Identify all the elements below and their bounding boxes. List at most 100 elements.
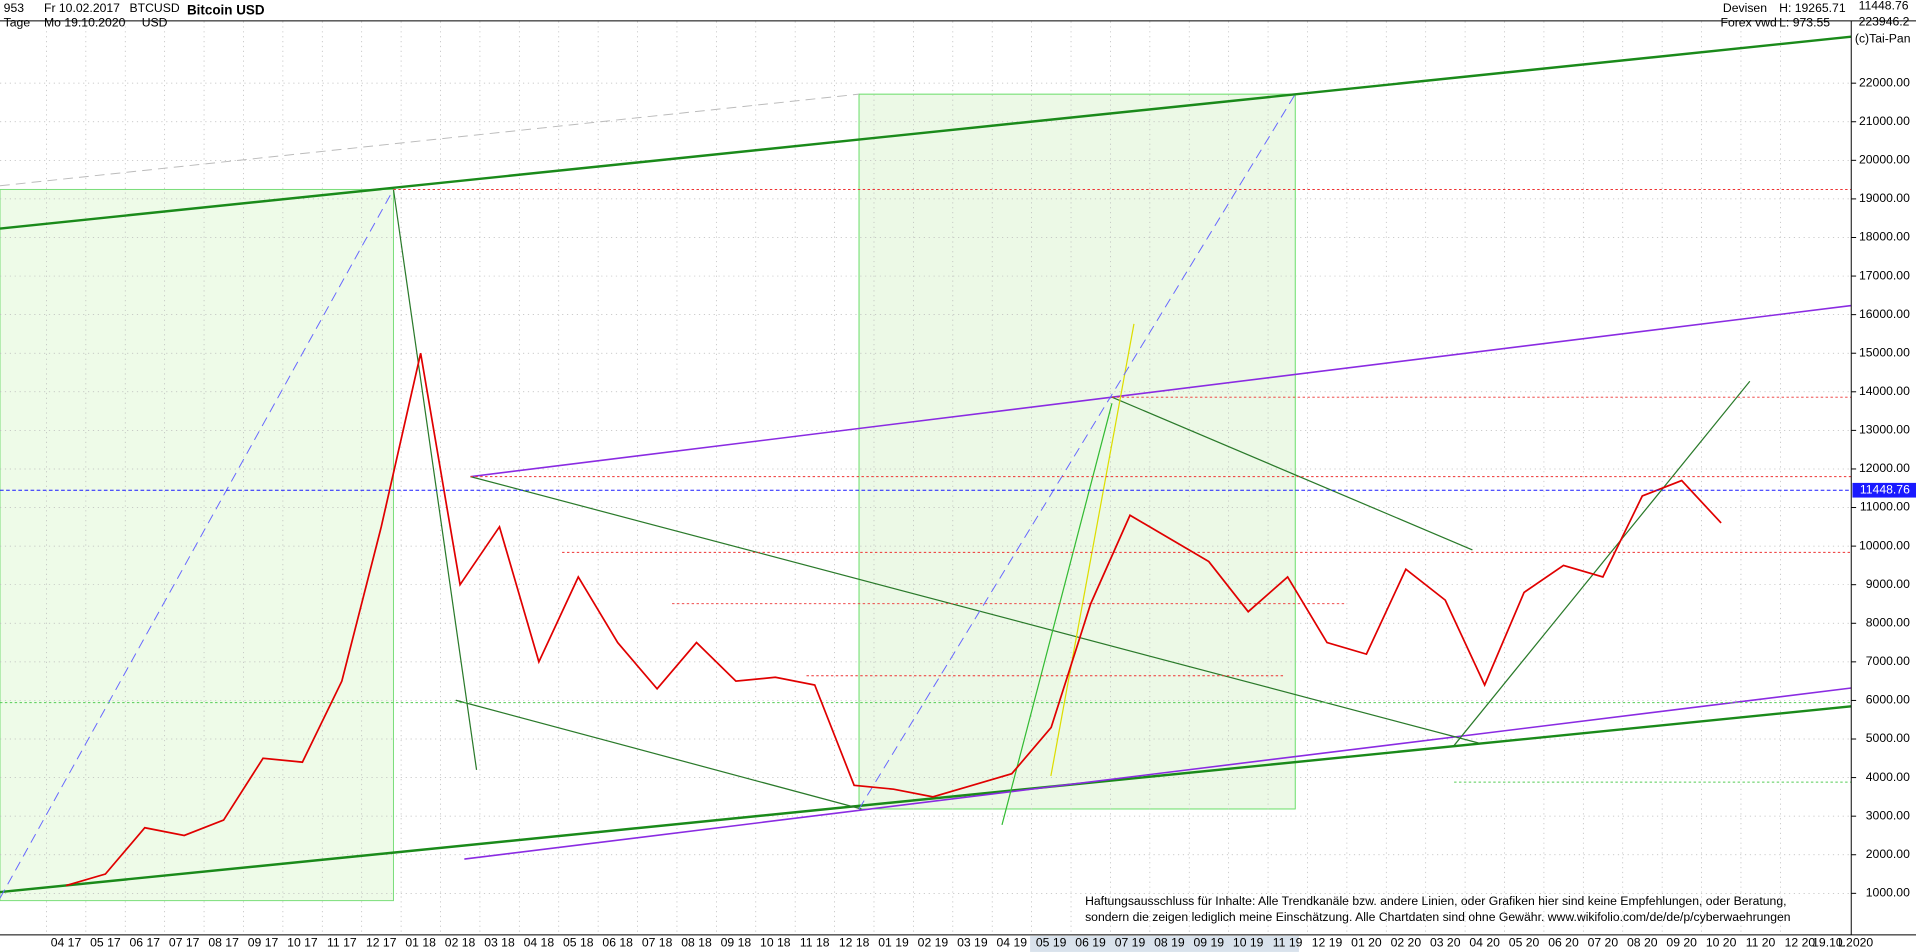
end-date: 19.10.2020 (1812, 936, 1873, 950)
x-tick-label: 11 20 (1746, 936, 1776, 950)
x-tick-label: 10 17 (287, 936, 318, 950)
x-tick-label: 12 19 (1312, 936, 1343, 950)
disclaimer: sondern die zeigen lediglich meine Einsc… (1085, 910, 1791, 924)
x-tick-label: 09 17 (248, 936, 279, 950)
y-tick-label: 17000.00 (1859, 268, 1910, 282)
trendline (1453, 380, 1751, 746)
trendline (0, 35, 1852, 230)
chart-title: Bitcoin USD (187, 3, 265, 18)
y-tick-label: 11000.00 (1860, 500, 1910, 514)
x-tick-label: 08 20 (1627, 936, 1658, 950)
source: Forex vwd (1720, 15, 1776, 29)
y-tick-label: 20000.00 (1859, 153, 1910, 167)
x-tick-label: 08 19 (1154, 936, 1185, 950)
trendline (464, 687, 1852, 860)
market: Devisen (1723, 1, 1767, 15)
count[interactable]: 953 (4, 1, 25, 15)
y-tick-label: 19000.00 (1859, 191, 1910, 205)
x-tick-label: 04 20 (1469, 936, 1500, 950)
x-tick-label: 04 19 (996, 936, 1027, 950)
y-tick-label: 14000.00 (1859, 384, 1910, 398)
low: L: 973.55 (1779, 15, 1830, 29)
x-tick-label: 04 18 (524, 936, 555, 950)
x-tick-label: 01 20 (1351, 936, 1382, 950)
price-line (65, 353, 1722, 887)
trendline (1111, 396, 1473, 551)
x-tick-label: 12 20 (1785, 936, 1816, 950)
x-tick-label: 05 18 (563, 936, 594, 950)
trendline (392, 189, 478, 770)
x-tick-label: 02 19 (918, 936, 949, 950)
y-tick-label: 5000.00 (1866, 731, 1910, 745)
trendline (470, 304, 1852, 478)
x-tick-label: 10 20 (1706, 936, 1737, 950)
y-tick-label: 13000.00 (1859, 423, 1910, 437)
x-tick-label: 04 17 (51, 936, 82, 950)
volume: 223946.2 (1859, 14, 1910, 28)
trendline (0, 189, 394, 899)
trendline (0, 705, 1852, 894)
trendline (1050, 323, 1135, 777)
scale-type[interactable]: L (1838, 936, 1845, 950)
x-tick-label: 11 19 (1273, 936, 1303, 950)
to-date: Mo 19.10.2020 (44, 15, 126, 29)
current-price-label: 11448.76 (1860, 482, 1910, 496)
date-highlight (1030, 936, 1299, 952)
last-price: 11448.76 (1859, 0, 1909, 12)
y-tick-label: 3000.00 (1866, 808, 1910, 822)
y-tick-label: 7000.00 (1866, 654, 1910, 668)
y-tick-label: 15000.00 (1859, 345, 1910, 359)
trendline (858, 93, 1296, 810)
x-tick-label: 06 19 (1075, 936, 1106, 950)
y-tick-label: 10000.00 (1859, 538, 1910, 552)
y-tick-label: 1000.00 (1866, 886, 1910, 900)
x-tick-label: 09 18 (721, 936, 752, 950)
trendline (470, 476, 1479, 744)
x-tick-label: 09 19 (1194, 936, 1225, 950)
y-tick-label: 8000.00 (1866, 615, 1910, 629)
x-tick-label: 06 20 (1548, 936, 1579, 950)
y-tick-label: 4000.00 (1866, 770, 1910, 784)
x-tick-label: 01 18 (405, 936, 436, 950)
copyright: (c)Tai-Pan (1855, 31, 1911, 45)
x-tick-label: 01 19 (878, 936, 909, 950)
y-tick-label: 2000.00 (1866, 847, 1910, 861)
x-tick-label: 05 20 (1509, 936, 1540, 950)
x-tick-label: 07 20 (1588, 936, 1619, 950)
trendline (1001, 403, 1113, 826)
from-date: Fr 10.02.2017 (44, 1, 120, 15)
x-tick-label: 07 18 (642, 936, 673, 950)
y-tick-label: 9000.00 (1866, 577, 1910, 591)
range-unit[interactable]: Tage (4, 15, 31, 29)
currency: USD (142, 15, 168, 29)
x-tick-label: 06 17 (130, 936, 161, 950)
x-tick-label: 03 19 (957, 936, 988, 950)
symbol: BTCUSD (130, 1, 180, 15)
x-tick-label: 03 20 (1430, 936, 1461, 950)
y-tick-label: 6000.00 (1866, 693, 1910, 707)
x-tick-label: 09 20 (1666, 936, 1697, 950)
trendline (0, 93, 860, 187)
y-tick-label: 16000.00 (1859, 307, 1910, 321)
x-tick-label: 10 19 (1233, 936, 1264, 950)
x-tick-label: 05 19 (1036, 936, 1067, 950)
x-tick-label: 03 18 (484, 936, 515, 950)
trendline (455, 699, 862, 810)
x-tick-label: 07 17 (169, 936, 200, 950)
y-tick-label: 22000.00 (1859, 75, 1910, 89)
trendlines (0, 35, 1852, 899)
y-tick-label: 21000.00 (1859, 114, 1910, 128)
x-tick-label: 11 17 (327, 936, 357, 950)
x-tick-label: 12 17 (366, 936, 397, 950)
x-tick-label: 05 17 (90, 936, 121, 950)
high: H: 19265.71 (1779, 1, 1846, 15)
disclaimer: Haftungsausschluss für Inhalte: Alle Tre… (1085, 894, 1786, 908)
y-tick-label: 18000.00 (1859, 230, 1910, 244)
x-tick-label: 06 18 (602, 936, 633, 950)
x-tick-label: 10 18 (760, 936, 791, 950)
x-tick-label: 08 18 (681, 936, 712, 950)
x-tick-label: 08 17 (208, 936, 239, 950)
x-tick-label: 02 20 (1391, 936, 1422, 950)
x-tick-label: 11 18 (800, 936, 830, 950)
